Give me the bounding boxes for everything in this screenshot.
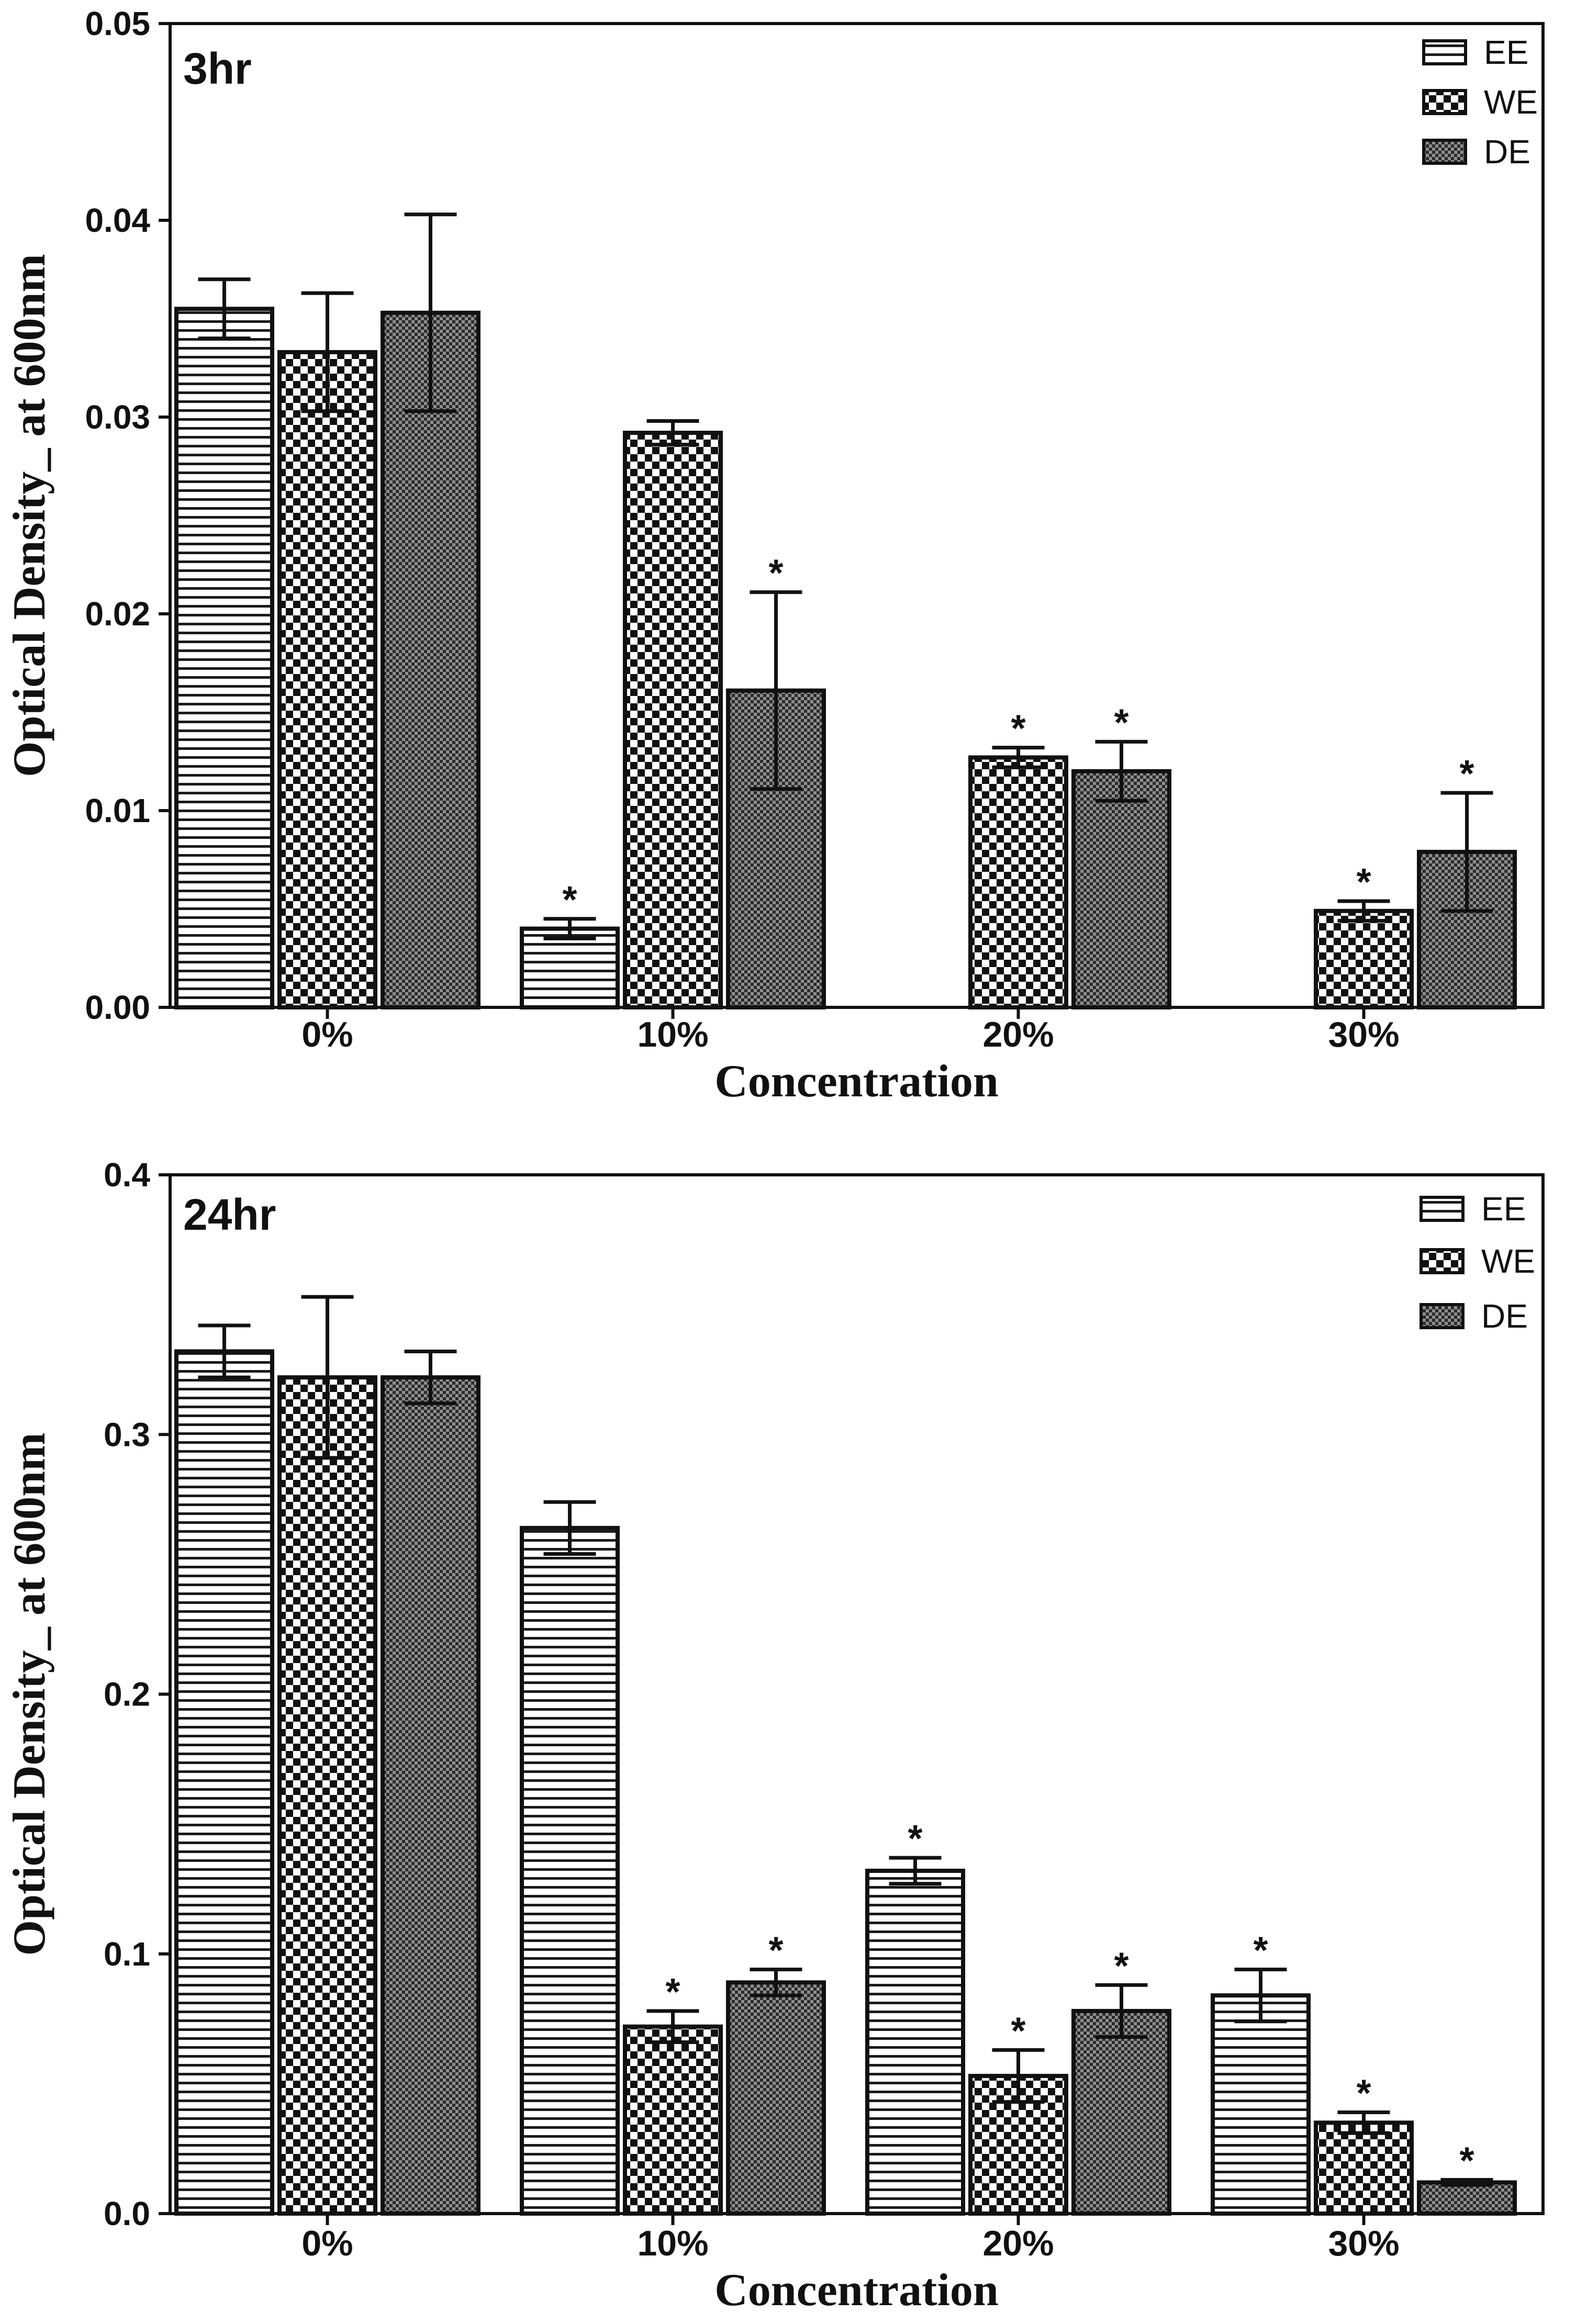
bar-de-20pct	[1071, 769, 1171, 1010]
bar-de-0pct	[381, 1375, 480, 2216]
bar-we-30pct	[1314, 908, 1414, 1010]
significance-star: *	[1356, 2072, 1371, 2114]
x-tick-label: 20%	[982, 1015, 1054, 1054]
x-tick-label: 10%	[637, 1015, 708, 1054]
chart-3hr: 0.00 0.01 0.02 0.03 0.04 0.05 Optical Density_…	[4, 5, 1545, 1107]
y-tick-label: 0.3	[104, 1416, 150, 1453]
legend-swatch-ee-icon	[1422, 39, 1467, 65]
y-tick-label: 0.01	[85, 792, 150, 829]
bar-de-30pct	[1417, 2180, 1517, 2216]
bar-ee-10pct	[520, 926, 620, 1009]
bar-we-30pct	[1314, 2120, 1414, 2216]
bar-ee-30pct	[1211, 1993, 1311, 2216]
panel-label: 3hr	[183, 44, 252, 93]
significance-star: *	[1114, 702, 1128, 744]
bar-ee-0pct	[174, 1349, 274, 2216]
bar-we-0pct	[277, 1375, 377, 2216]
legend-swatch-we-icon	[1419, 1248, 1465, 1274]
bar-ee-20pct	[865, 1868, 965, 2216]
chart-24hr: 0.0 0.1 0.2 0.3 0.4 Optical Density_ at 600nm…	[4, 1156, 1545, 2316]
legend-label-we: WE	[1484, 83, 1538, 121]
y-tick-label: 0.4	[104, 1156, 150, 1194]
bar-we-0pct	[277, 350, 377, 1009]
bar-de-0pct	[381, 310, 480, 1009]
significance-star: *	[1011, 2010, 1025, 2052]
significance-star: *	[768, 553, 783, 594]
significance-star: *	[1356, 861, 1371, 903]
bar-ee-0pct	[174, 307, 274, 1010]
legend-label-de: DE	[1484, 133, 1530, 171]
significance-star: *	[1459, 753, 1474, 795]
significance-star: *	[1011, 708, 1025, 750]
legend-swatch-de-icon	[1419, 1303, 1465, 1329]
y-tick-label: 0.2	[104, 1676, 150, 1713]
significance-star: *	[908, 1818, 922, 1860]
y-tick-label: 0.1	[104, 1935, 150, 1973]
y-tick-label: 0.03	[85, 398, 150, 436]
x-tick-label: 10%	[637, 2224, 708, 2263]
y-tick-label: 0.00	[85, 989, 150, 1026]
x-tick-label: 20%	[982, 2224, 1054, 2263]
y-axis-title: Optical Density_ at 600nm	[4, 254, 55, 777]
bar-we-20pct	[968, 755, 1068, 1009]
legend-label-we: WE	[1481, 1242, 1535, 1280]
x-tick-label: 0%	[301, 2224, 353, 2263]
plot-frame	[169, 22, 1545, 1009]
legend-label-de: DE	[1481, 1297, 1528, 1335]
bar-de-20pct	[1071, 2008, 1171, 2216]
significance-star: *	[562, 879, 577, 921]
legend-label-ee: EE	[1484, 33, 1528, 71]
bar-we-10pct	[623, 431, 723, 1010]
significance-star: *	[768, 1930, 783, 1972]
y-tick-label: 0.04	[85, 201, 150, 239]
y-axis-title: Optical Density_ at 600nm	[4, 1433, 55, 1956]
significance-star: *	[1114, 1945, 1128, 1987]
x-tick-label: 0%	[301, 1015, 353, 1054]
x-tick-label: 30%	[1328, 1015, 1399, 1054]
y-tick-label: 0.02	[85, 595, 150, 633]
bar-de-10pct	[726, 1980, 826, 2216]
x-axis-title: Concentration	[714, 2265, 999, 2316]
panel-label: 24hr	[183, 1190, 276, 1239]
x-axis-title: Concentration	[714, 1056, 999, 1107]
significance-star: *	[1459, 2140, 1474, 2182]
bar-we-10pct	[623, 2024, 723, 2216]
legend-label-ee: EE	[1481, 1190, 1526, 1228]
significance-star: *	[665, 1971, 680, 2013]
x-tick-label: 30%	[1328, 2224, 1399, 2263]
y-tick-label: 0.0	[104, 2195, 150, 2232]
bar-ee-10pct	[520, 1525, 620, 2216]
legend-swatch-de-icon	[1422, 139, 1467, 165]
significance-star: *	[1253, 1930, 1268, 1972]
y-tick-label: 0.05	[85, 5, 150, 42]
legend-swatch-we-icon	[1422, 89, 1467, 115]
legend-swatch-ee-icon	[1419, 1196, 1465, 1222]
